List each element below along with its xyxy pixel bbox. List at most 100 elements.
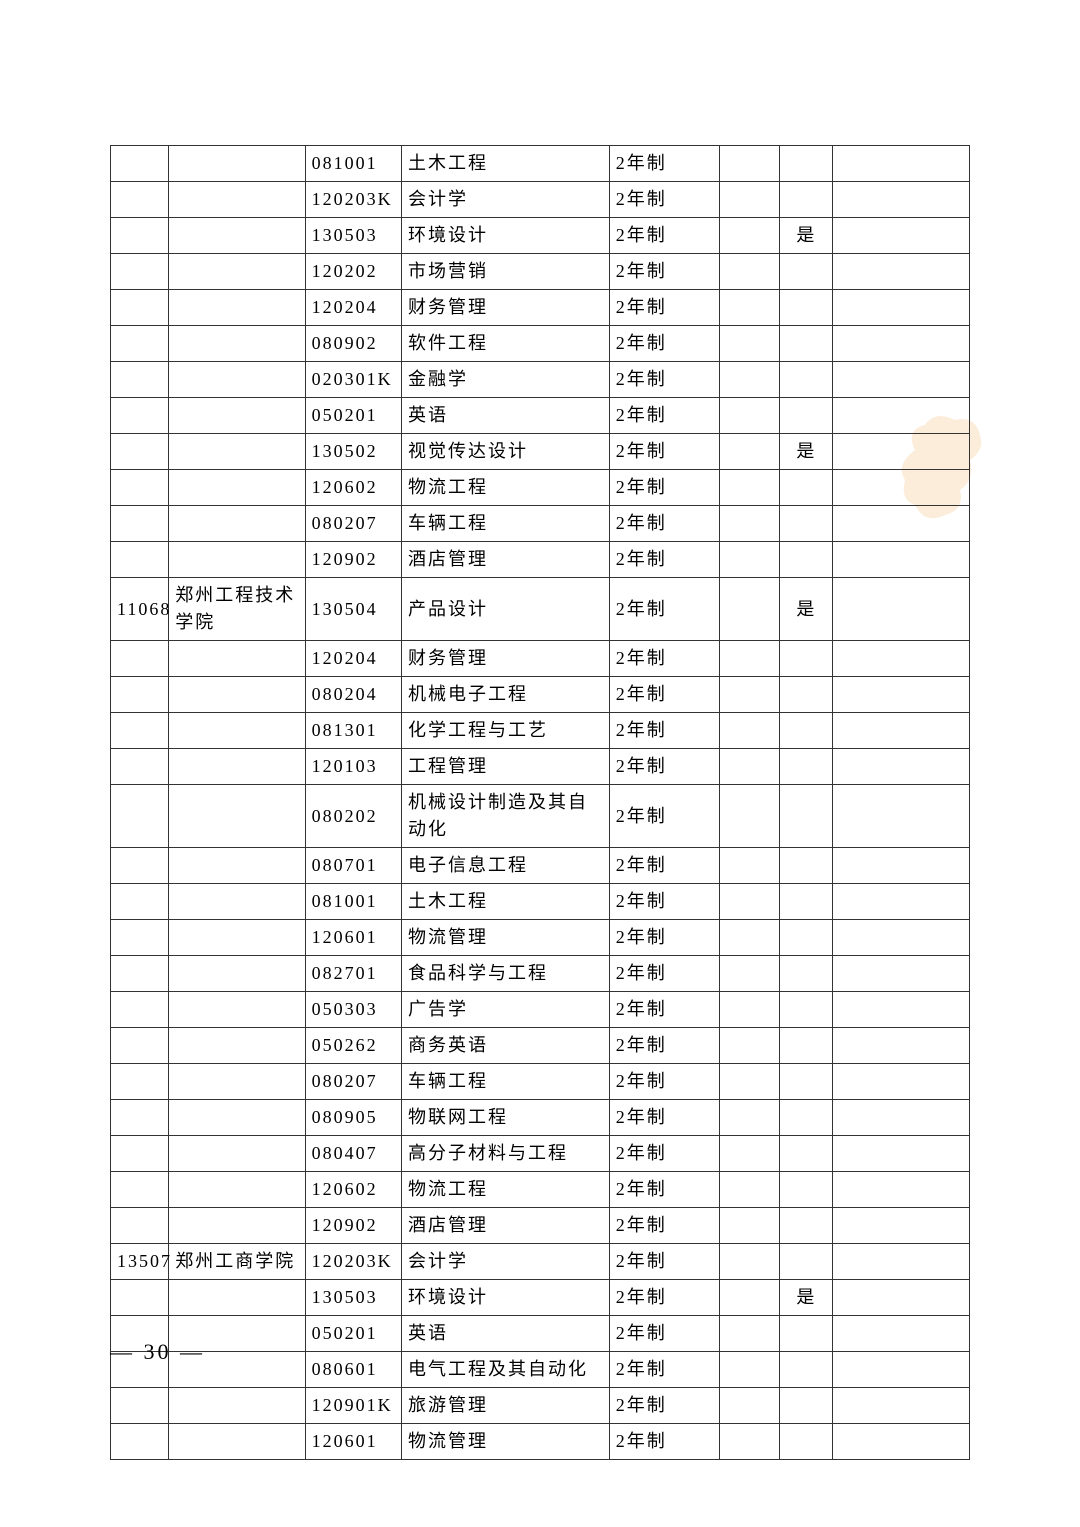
table-cell bbox=[169, 1208, 305, 1244]
table-cell bbox=[780, 920, 833, 956]
table-cell bbox=[833, 1100, 970, 1136]
table-cell: 电子信息工程 bbox=[402, 848, 610, 884]
table-cell: 050201 bbox=[305, 398, 401, 434]
table-cell: 高分子材料与工程 bbox=[402, 1136, 610, 1172]
table-cell bbox=[833, 434, 970, 470]
table-cell bbox=[169, 1280, 305, 1316]
table-cell: 车辆工程 bbox=[402, 1064, 610, 1100]
table-row: 120204财务管理2年制 bbox=[111, 641, 970, 677]
table-cell bbox=[111, 749, 169, 785]
table-cell: 120103 bbox=[305, 749, 401, 785]
table-cell bbox=[720, 578, 780, 641]
table-cell bbox=[169, 542, 305, 578]
table-cell: 120203K bbox=[305, 182, 401, 218]
table-row: 120901K旅游管理2年制 bbox=[111, 1388, 970, 1424]
table-cell bbox=[169, 848, 305, 884]
table-cell bbox=[720, 1244, 780, 1280]
table-cell bbox=[833, 848, 970, 884]
table-row: 120601物流管理2年制 bbox=[111, 920, 970, 956]
table-cell: 120602 bbox=[305, 470, 401, 506]
table-cell bbox=[720, 326, 780, 362]
table-cell bbox=[720, 362, 780, 398]
table-cell bbox=[111, 920, 169, 956]
table-cell bbox=[169, 749, 305, 785]
table-cell bbox=[833, 542, 970, 578]
table-cell bbox=[111, 326, 169, 362]
table-cell: 080701 bbox=[305, 848, 401, 884]
table-cell bbox=[780, 1028, 833, 1064]
table-cell bbox=[833, 362, 970, 398]
table-cell bbox=[111, 677, 169, 713]
table-cell bbox=[833, 146, 970, 182]
table-cell bbox=[720, 1172, 780, 1208]
table-cell bbox=[111, 1100, 169, 1136]
table-cell: 土木工程 bbox=[402, 884, 610, 920]
table-row: 130503环境设计2年制是 bbox=[111, 1280, 970, 1316]
table-cell bbox=[720, 1064, 780, 1100]
table-cell: 酒店管理 bbox=[402, 1208, 610, 1244]
table-cell: 082701 bbox=[305, 956, 401, 992]
table-cell bbox=[780, 641, 833, 677]
table-cell bbox=[780, 326, 833, 362]
table-cell bbox=[169, 920, 305, 956]
table-cell bbox=[833, 506, 970, 542]
table-cell bbox=[833, 254, 970, 290]
table-cell: 2年制 bbox=[609, 1208, 719, 1244]
table-cell bbox=[780, 749, 833, 785]
table-cell bbox=[780, 884, 833, 920]
table-cell: 120204 bbox=[305, 290, 401, 326]
table-cell bbox=[169, 326, 305, 362]
table-cell bbox=[111, 1064, 169, 1100]
table-cell bbox=[833, 641, 970, 677]
table-cell bbox=[833, 326, 970, 362]
table-cell bbox=[169, 992, 305, 1028]
table-cell bbox=[720, 182, 780, 218]
table-cell bbox=[780, 785, 833, 848]
table-cell bbox=[780, 254, 833, 290]
table-cell: 120601 bbox=[305, 1424, 401, 1460]
table-cell bbox=[720, 848, 780, 884]
table-cell: 2年制 bbox=[609, 1388, 719, 1424]
table-cell: 物流工程 bbox=[402, 470, 610, 506]
table-cell bbox=[720, 1352, 780, 1388]
table-cell: 120203K bbox=[305, 1244, 401, 1280]
table-cell bbox=[780, 182, 833, 218]
table-cell: 2年制 bbox=[609, 785, 719, 848]
table-cell bbox=[720, 290, 780, 326]
table-row: 120203K会计学2年制 bbox=[111, 182, 970, 218]
table-cell bbox=[833, 785, 970, 848]
table-cell: 120901K bbox=[305, 1388, 401, 1424]
table-cell bbox=[111, 182, 169, 218]
table-cell: 是 bbox=[780, 218, 833, 254]
table-cell: 2年制 bbox=[609, 146, 719, 182]
table-cell bbox=[833, 1280, 970, 1316]
table-cell: 电气工程及其自动化 bbox=[402, 1352, 610, 1388]
table-cell: 081001 bbox=[305, 146, 401, 182]
table-cell bbox=[169, 362, 305, 398]
table-cell: 物流工程 bbox=[402, 1172, 610, 1208]
table-cell: 财务管理 bbox=[402, 641, 610, 677]
table-cell bbox=[833, 578, 970, 641]
table-cell bbox=[833, 470, 970, 506]
table-cell: 英语 bbox=[402, 398, 610, 434]
table-cell: 是 bbox=[780, 578, 833, 641]
table-cell bbox=[780, 1244, 833, 1280]
table-cell bbox=[833, 1208, 970, 1244]
table-cell: 120601 bbox=[305, 920, 401, 956]
table-cell: 2年制 bbox=[609, 1424, 719, 1460]
table-row: 080701电子信息工程2年制 bbox=[111, 848, 970, 884]
table-cell bbox=[833, 218, 970, 254]
table-cell bbox=[169, 884, 305, 920]
table-cell bbox=[111, 884, 169, 920]
table-cell: 2年制 bbox=[609, 1136, 719, 1172]
table-cell bbox=[720, 713, 780, 749]
table-cell: 050303 bbox=[305, 992, 401, 1028]
table-cell: 050262 bbox=[305, 1028, 401, 1064]
table-cell bbox=[111, 641, 169, 677]
table-cell: 产品设计 bbox=[402, 578, 610, 641]
table-cell bbox=[111, 434, 169, 470]
table-cell bbox=[720, 1424, 780, 1460]
table-cell: 080202 bbox=[305, 785, 401, 848]
table-cell bbox=[169, 1064, 305, 1100]
table-row: 120602物流工程2年制 bbox=[111, 1172, 970, 1208]
